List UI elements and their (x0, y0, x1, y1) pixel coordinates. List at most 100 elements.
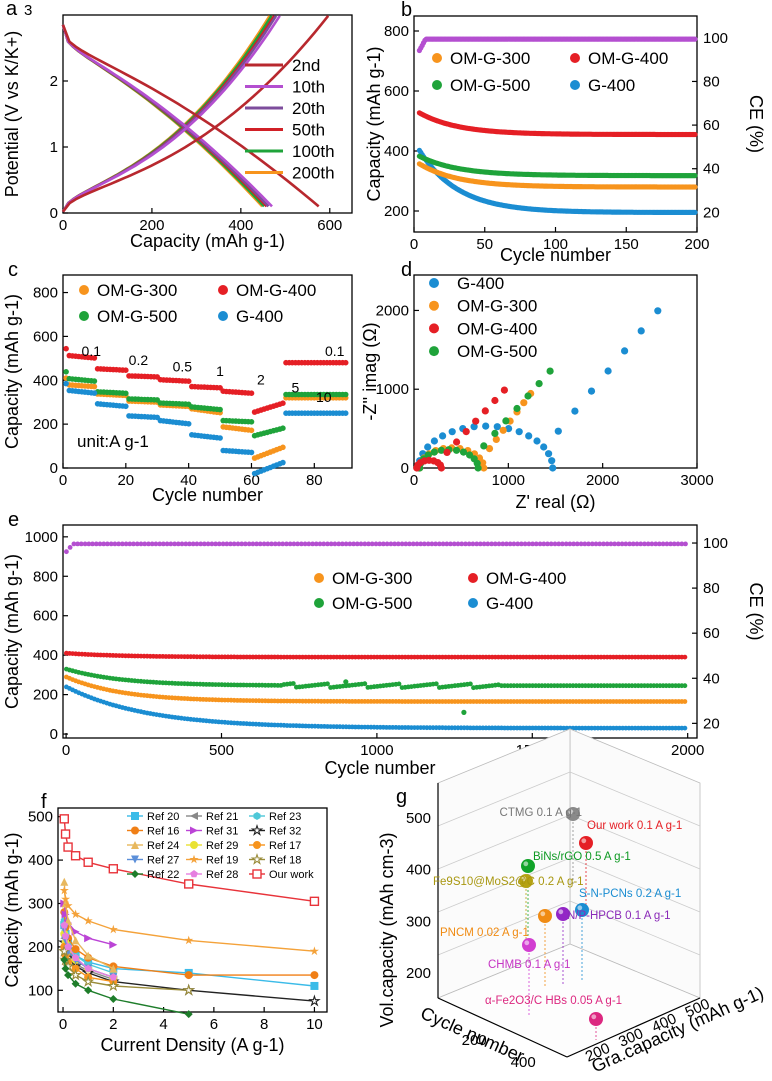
panel-c-ytick-label: 800 (33, 285, 58, 302)
panel-e-ce-point (187, 541, 192, 547)
panel-e-ce-point (340, 541, 345, 547)
panel-e-ce-point (597, 541, 603, 547)
panel-f-marker (131, 812, 139, 820)
panel-e-ce-point (623, 541, 629, 547)
panel-e-ce-point (246, 541, 252, 547)
panel-e-ce-point (332, 541, 338, 547)
panel-f-xtick-label: 4 (159, 1016, 167, 1033)
panel-f-legend-label: Ref 17 (269, 840, 301, 852)
panel-e-ce-point (500, 541, 506, 547)
panel-c-rate-label: 0.1 (325, 343, 345, 359)
panel-d-data-point (502, 417, 510, 425)
panel-e-ce-point (231, 541, 237, 547)
panel-label-g: g (396, 786, 407, 808)
panel-e-ce-point (530, 541, 535, 547)
panel-e-ce-point (418, 541, 424, 547)
panel-e-ce-point (347, 541, 353, 547)
panel-g-grid-line (569, 771, 701, 827)
panel-e-ce-point (362, 541, 368, 547)
panel-f-marker (182, 983, 195, 996)
panel-d-data-point (571, 407, 579, 415)
panel-e-ce-point (343, 541, 349, 547)
panel-e-ce-point (433, 541, 438, 547)
panel-g-point-label: CTMG 0.1 A g-1 (500, 807, 582, 819)
panel-e-ce-point (67, 545, 73, 550)
panel-a-legend-label: 10th (292, 78, 325, 97)
panel-d-data-point (637, 327, 645, 335)
panel-d-data-point (554, 427, 562, 435)
panel-e-ce-point (86, 541, 92, 547)
panel-e-y2tick-label: 20 (703, 715, 720, 732)
panel-f-marker (131, 826, 139, 835)
panel-label-b: b (401, 0, 412, 21)
panel-e-ce-point (619, 541, 625, 547)
panel-f-legend-label: Ref 19 (206, 855, 238, 867)
panel-f-legend-label: Ref 16 (147, 826, 179, 838)
panel-f-marker (131, 841, 139, 849)
panel-g-data-point-highlight (540, 911, 546, 917)
panel-e-ce-point (257, 541, 263, 547)
panel-e-ce-point (414, 541, 420, 547)
panel-f-marker (61, 894, 71, 903)
panel-c-ylabel: Capacity (mAh g-1) (2, 294, 22, 449)
panel-c-data-point (342, 391, 349, 398)
panel-f-marker (131, 870, 139, 878)
panel-e-y2tick-label: 100 (703, 535, 728, 552)
panel-c-data-point (91, 355, 98, 361)
panel-c-data-point (91, 383, 98, 390)
panel-f-legend-label: Ref 22 (147, 869, 179, 881)
panel-e-ce-point (123, 541, 129, 547)
panel-e-ce-point (660, 541, 666, 547)
panel-e-ce-point (545, 541, 550, 547)
panel-g-data-point-highlight (568, 809, 574, 815)
panel-e-ce-point (373, 541, 379, 547)
panel-e-ce-point (216, 541, 222, 547)
panel-e-data-point (682, 725, 688, 731)
panel-d-data-point (535, 380, 543, 388)
panel-e-ce-point (321, 541, 327, 547)
panel-e-ce-point (351, 541, 356, 547)
panel-f-marker (108, 924, 118, 934)
panel-e-ce-point (224, 541, 230, 547)
panel-f-marker (69, 968, 82, 981)
panel-e-ce-point (190, 541, 196, 547)
panel-c-xtick-label: 40 (180, 472, 197, 489)
panel-e-ce-point (485, 541, 491, 547)
panel-c-legend-marker (79, 285, 89, 295)
panel-e-ce-point (589, 541, 595, 547)
panel-d-xtick-label: 0 (410, 472, 418, 489)
panel-f-marker (189, 854, 199, 864)
panel-e-ylabel: Capacity (mAh g-1) (2, 554, 22, 709)
panel-e-ce-point (134, 541, 140, 547)
panel-f-marker (106, 979, 120, 992)
panel-f-legend-label: Ref 29 (206, 840, 238, 852)
panel-a-discharge-curve (61, 24, 273, 208)
panel-e-legend-label: OM-G-400 (486, 569, 566, 588)
panel-e-ce-point (172, 541, 178, 547)
panel-d-data-point (492, 435, 500, 443)
panel-e-ce-point (616, 541, 621, 547)
panel-d-data-point (437, 446, 445, 454)
panel-e-ce-point (112, 541, 118, 547)
panel-e-xlabel: Cycle number (324, 758, 435, 778)
panel-e-data-point (682, 654, 688, 660)
panel-e-ce-point (284, 541, 289, 547)
panel-e-ce-point (455, 541, 461, 547)
panel-e-ce-point (604, 541, 610, 547)
panel-d-data-point (452, 446, 461, 454)
panel-e-ce-point (444, 541, 450, 547)
panel-c-ytick-label: 0 (50, 460, 58, 477)
panel-c-data-point (217, 435, 223, 441)
panel-e-xtick-label: 1000 (360, 742, 393, 759)
panel-f-ytick-label: 500 (28, 809, 53, 826)
panel-e-frame (62, 524, 698, 739)
panel-d-data-point (472, 417, 480, 425)
panel-b-xtick-label: 150 (614, 236, 639, 253)
panel-e-ce-point (675, 541, 681, 547)
panel-e-ce-point (299, 541, 304, 547)
panel-c-rate-label: 0.5 (173, 359, 193, 375)
panel-a-ytick-label-top: 3 (24, 2, 32, 19)
panel-d-data-point (462, 428, 470, 436)
panel-c-rate-label: 5 (292, 379, 300, 395)
